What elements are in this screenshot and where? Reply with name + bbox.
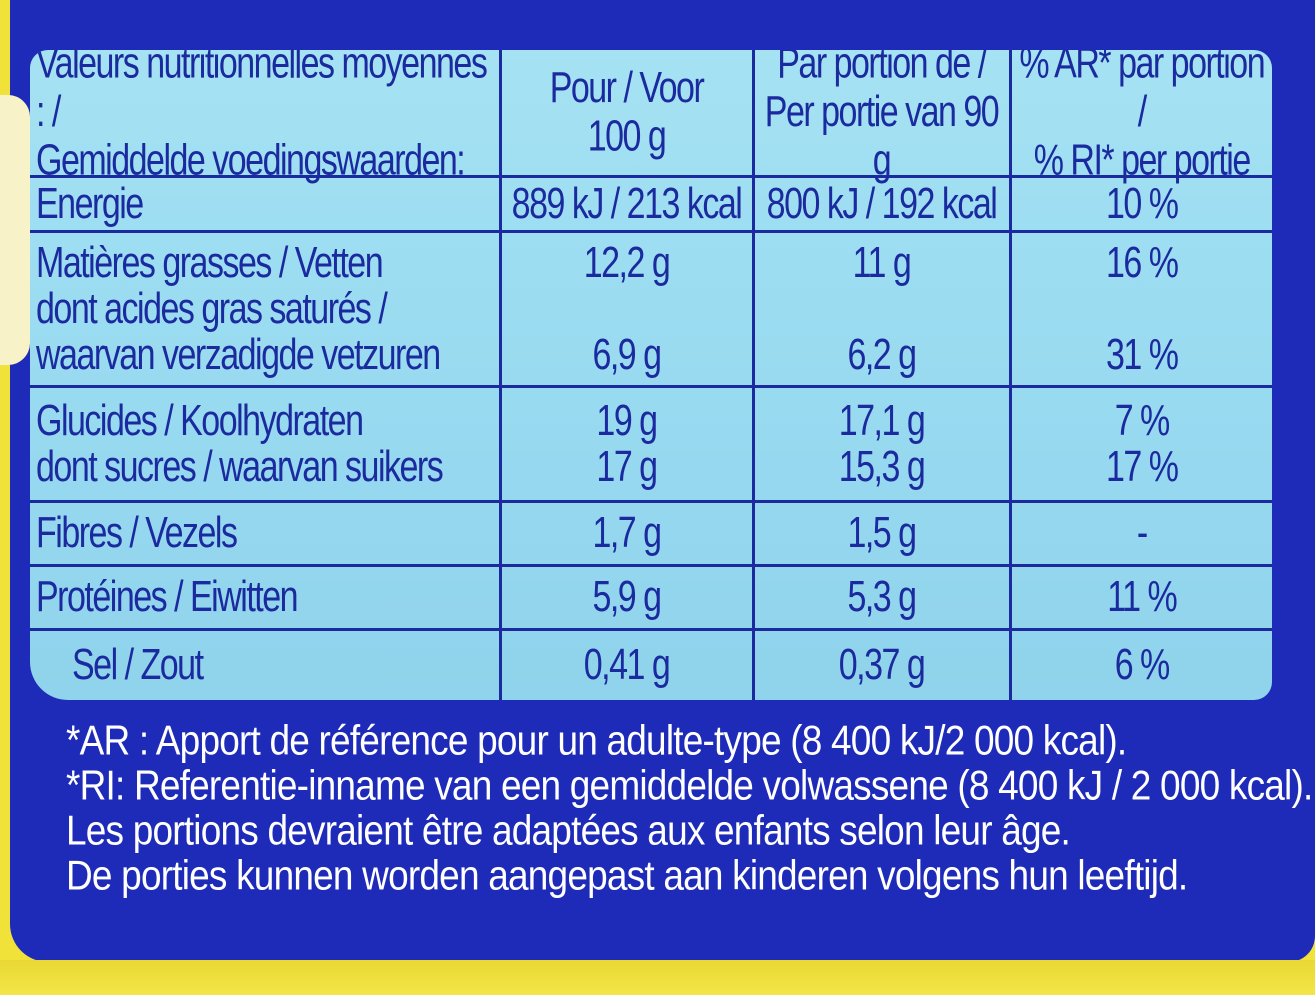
header-ri: % AR* par portion / % RI* per portie <box>1008 50 1272 185</box>
header-per-100g-line1: Pour / Voor <box>549 63 705 113</box>
header-per-100g-line2: 100 g <box>587 112 667 161</box>
row-value-100g: 1,7 g <box>592 508 662 558</box>
nutrition-table-box: Valeurs nutritionnelles moyennes : / Gem… <box>30 50 1272 700</box>
row-value-100g: 0,41 g <box>583 640 671 690</box>
row-value-ri: 11 % <box>1107 572 1177 622</box>
row-value-100g: 19 g <box>596 396 658 445</box>
row-label: Energie <box>36 179 144 228</box>
row-value-100g: 5,9 g <box>592 572 662 622</box>
packaging-edge <box>0 95 30 365</box>
header-nutrients-fr: Valeurs nutritionnelles moyennes : / <box>36 50 488 137</box>
header-nutrients: Valeurs nutritionnelles moyennes : / Gem… <box>30 50 500 185</box>
row-value-100g: 17 g <box>596 442 658 491</box>
table-row: Energie 889 kJ / 213 kcal 800 kJ / 192 k… <box>30 176 1272 233</box>
nutrition-table: Valeurs nutritionnelles moyennes : / Gem… <box>30 50 1272 700</box>
row-value-100g: 889 kJ / 213 kcal <box>511 179 743 228</box>
header-ri-line1: % AR* par portion / <box>1019 50 1265 137</box>
row-value-ri: - <box>1136 508 1148 558</box>
header-ri-line2: % RI* per portie <box>1033 136 1252 186</box>
row-value-ri: 31 % <box>1106 330 1179 379</box>
row-value-portion: 6,2 g <box>847 330 917 379</box>
table-row: Sel / Zout 0,41 g 0,37 g 6 % <box>30 629 1272 700</box>
header-nutrients-nl: Gemiddelde voedingswaarden: <box>36 136 466 186</box>
row-value-ri: 16 % <box>1106 238 1179 287</box>
header-per-portion: Par portion de / Per portie van 90 g <box>751 50 1010 185</box>
row-label: Matières grasses / Vetten <box>36 238 384 287</box>
row-label: Protéines / Eiwitten <box>36 572 299 622</box>
row-value-ri: 6 % <box>1114 640 1171 690</box>
table-row: Matières grasses / Vetten dont acides gr… <box>30 231 1272 388</box>
row-value-portion: 800 kJ / 192 kcal <box>766 179 998 228</box>
row-value-portion: 15,3 g <box>838 442 926 491</box>
row-value-100g: 12,2 g <box>583 238 671 287</box>
footnote-line: Les portions devraient être adaptées aux… <box>66 807 1071 854</box>
row-label: dont sucres / waarvan suikers <box>36 442 444 491</box>
footnote-line: *RI: Referentie-inname van een gemiddeld… <box>66 762 1313 809</box>
row-value-ri: 7 % <box>1114 396 1171 445</box>
row-value-portion: 1,5 g <box>847 508 917 558</box>
packaging-yellow-strip <box>0 960 1315 995</box>
footnote-line: *AR : Apport de référence pour un adulte… <box>66 717 1127 764</box>
table-row: Glucides / Koolhydraten dont sucres / wa… <box>30 386 1272 503</box>
row-value-ri: 10 % <box>1106 179 1179 228</box>
row-value-ri: 17 % <box>1106 442 1179 491</box>
row-label: waarvan verzadigde vetzuren <box>36 330 441 379</box>
row-value-portion: 11 g <box>852 238 912 287</box>
row-value-portion: 17,1 g <box>838 396 926 445</box>
row-value-100g: 6,9 g <box>592 330 662 379</box>
row-label: dont acides gras saturés / <box>36 284 388 333</box>
row-label: Sel / Zout <box>72 640 204 690</box>
footnote-line: De porties kunnen worden aangepast aan k… <box>66 852 1188 899</box>
row-value-portion: 0,37 g <box>838 640 926 690</box>
table-row: Protéines / Eiwitten 5,9 g 5,3 g 11 % <box>30 565 1272 631</box>
row-label: Fibres / Vezels <box>36 508 238 558</box>
table-header-row: Valeurs nutritionnelles moyennes : / Gem… <box>30 50 1272 185</box>
header-per-portion-line1: Par portion de / <box>777 50 987 88</box>
row-label: Glucides / Koolhydraten <box>36 396 364 445</box>
row-value-portion: 5,3 g <box>847 572 917 622</box>
table-row: Fibres / Vezels 1,7 g 1,5 g - <box>30 501 1272 567</box>
header-per-portion-line2: Per portie van 90 g <box>764 87 1000 186</box>
header-per-100g: Pour / Voor 100 g <box>498 50 753 178</box>
footnotes: *AR : Apport de référence pour un adulte… <box>66 717 1313 899</box>
